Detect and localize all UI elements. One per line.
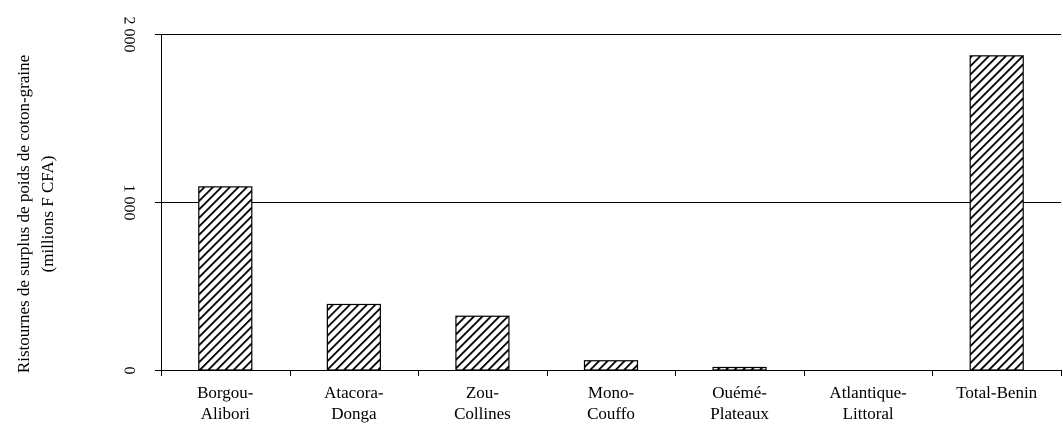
x-axis-labels: Borgou- Alibori Atacora- Donga Zou- Collines M… — [197, 383, 1038, 423]
y-axis-label-line-1: (millions F CFA) — [38, 156, 57, 273]
x-tick-label-5-0: Atlantique- — [829, 383, 907, 402]
gridlines — [161, 34, 1061, 203]
bar-4 — [712, 366, 767, 371]
x-tick-label-4-0: Ouémé- — [712, 383, 767, 402]
x-tick-label-1-1: Donga — [331, 404, 377, 423]
x-tick-label-4-1: Plateaux — [710, 404, 769, 423]
bar-2 — [455, 315, 510, 371]
x-tick-label-2-0: Zou- — [466, 383, 499, 402]
y-tick-label-0: 0 — [120, 367, 137, 375]
x-tick-label-0-1: Alibori — [201, 404, 250, 423]
bar-1 — [326, 303, 381, 371]
x-tick-label-2-1: Collines — [454, 404, 511, 423]
bars — [198, 55, 1024, 371]
x-tick-label-6-0: Total-Benin — [956, 383, 1037, 402]
y-tick-label-1: 1 000 — [120, 185, 137, 221]
axes — [161, 34, 1062, 376]
bar-6 — [969, 55, 1024, 371]
x-tick-label-1-0: Atacora- — [324, 383, 384, 402]
x-tick-label-0-0: Borgou- — [197, 383, 254, 402]
y-axis-label-line-0: Ristournes de surplus de poids de coton-… — [14, 55, 33, 373]
bar-0 — [198, 186, 253, 371]
x-tick-label-3-0: Mono- — [588, 383, 635, 402]
bar-3 — [583, 360, 639, 371]
y-axis-ticks: 0 1 000 2 000 — [120, 17, 161, 375]
y-tick-label-2: 2 000 — [120, 17, 137, 53]
x-tick-label-3-1: Couffo — [587, 404, 635, 423]
y-axis-label: Ristournes de surplus de poids de coton-… — [14, 55, 57, 373]
x-tick-label-5-1: Littoral — [843, 404, 894, 423]
